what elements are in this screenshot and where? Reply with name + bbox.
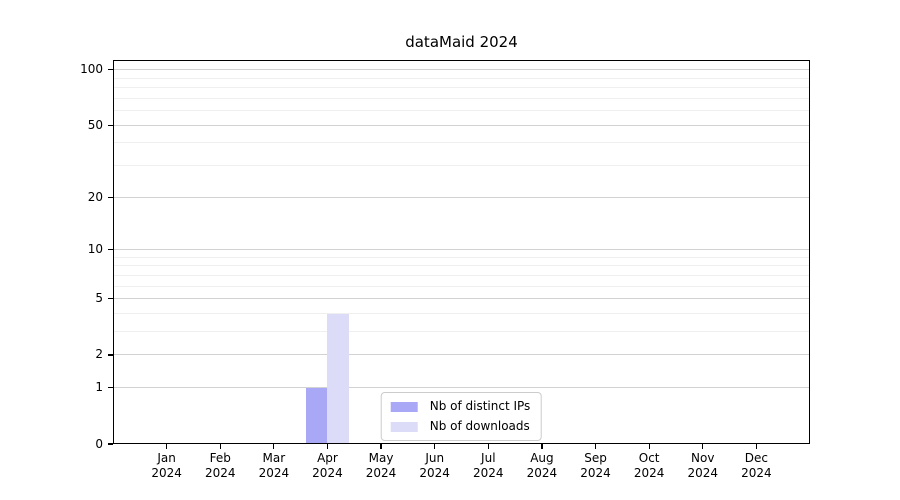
x-axis-tick-label: Mar 2024 <box>234 451 314 481</box>
y-axis-tick-label: 50 <box>87 117 103 132</box>
minor-gridline <box>113 165 810 167</box>
x-axis-tickmark <box>594 444 597 449</box>
x-axis-tick-label-line: Aug <box>530 451 554 465</box>
minor-gridline <box>113 313 810 314</box>
minor-gridline <box>113 285 810 287</box>
y-axis-tickmark <box>108 387 113 389</box>
minor-gridline <box>113 87 810 89</box>
y-axis-tick-label: 5 <box>95 291 103 306</box>
legend-swatch-distinct-ips <box>390 401 418 412</box>
x-axis-tick-label: Sep 2024 <box>556 451 636 481</box>
x-axis-tick-label-line: Apr <box>317 451 338 465</box>
x-axis-tickmark <box>755 444 757 449</box>
x-axis-tick-label-line: 2024 <box>419 466 450 480</box>
x-axis-tickmark <box>273 444 275 449</box>
x-axis-tickmark <box>166 444 168 449</box>
y-axis-tickmark <box>108 69 113 71</box>
x-axis-tick-label: Apr 2024 <box>287 451 367 481</box>
y-axis-tick-label: 0 <box>95 436 103 451</box>
minor-gridline <box>113 142 810 144</box>
y-axis-tickmark <box>108 124 113 126</box>
x-axis-tick-label-line: 2024 <box>687 466 719 480</box>
y-axis-tickmark <box>108 443 113 445</box>
x-axis-tick-label: Oct 2024 <box>609 451 689 481</box>
x-axis-tick-label-line: 2024 <box>312 466 343 480</box>
bar-distinct-ips <box>305 387 328 444</box>
x-axis-tick-label-line: 2024 <box>151 466 182 480</box>
bar-downloads <box>327 313 349 444</box>
major-gridline <box>113 196 810 198</box>
x-axis-tick-label: Aug 2024 <box>502 451 582 481</box>
legend-label-distinct-ips: Nb of distinct IPs <box>429 399 531 413</box>
major-gridline <box>113 298 810 300</box>
x-axis-tick-label: May 2024 <box>341 451 421 481</box>
legend-swatch-downloads <box>390 421 418 432</box>
major-gridline <box>113 124 810 126</box>
x-axis-tickmark <box>380 444 382 449</box>
x-axis-tick-label-line: Jun <box>425 451 445 465</box>
x-axis-tick-label-line: 2024 <box>580 466 611 480</box>
x-axis-tick-label: Jan 2024 <box>127 451 207 481</box>
x-axis-tick-label-line: Jan <box>157 451 176 465</box>
x-axis-tickmark <box>434 444 436 449</box>
x-axis-tick-label-line: 2024 <box>365 466 397 480</box>
x-axis-tick-label-line: Dec <box>744 451 768 465</box>
major-gridline <box>113 354 810 356</box>
x-axis-tick-label: Dec 2024 <box>716 451 796 481</box>
minor-gridline <box>113 265 810 267</box>
x-axis-tick-label-line: Oct <box>638 451 660 465</box>
x-axis-tick-label: Nov 2024 <box>663 451 743 481</box>
y-axis-tick-label: 10 <box>87 242 103 257</box>
y-axis-tickmark <box>108 298 113 300</box>
y-axis-tick-label: 1 <box>95 380 103 395</box>
x-axis-tick-label-line: Feb <box>209 451 231 465</box>
minor-gridline <box>113 256 810 258</box>
x-axis-tick-label-line: 2024 <box>741 466 772 480</box>
legend: Nb of distinct IPs Nb of downloads <box>380 392 542 441</box>
x-axis-tick-label-line: May <box>368 451 394 465</box>
x-axis-tick-label-line: Nov <box>691 451 715 465</box>
x-axis-tickmark <box>219 444 221 449</box>
x-axis-tickmark <box>326 444 329 449</box>
x-axis-tickmark <box>487 444 489 449</box>
y-axis-tickmark <box>108 354 113 356</box>
x-axis-tickmark <box>702 444 704 449</box>
x-axis-tick-label-line: Sep <box>584 451 607 465</box>
legend-label-downloads: Nb of downloads <box>429 419 530 433</box>
x-axis-tick-label-line: 2024 <box>633 466 665 480</box>
x-axis-tick-label: Feb 2024 <box>180 451 260 481</box>
chart-title: dataMaid 2024 <box>405 33 518 51</box>
minor-gridline <box>113 110 810 112</box>
x-axis-tick-label-line: 2024 <box>526 466 558 480</box>
x-axis-tick-label-line: Mar <box>262 451 286 465</box>
major-gridline <box>113 249 810 251</box>
major-gridline <box>113 69 810 71</box>
x-axis-tick-label-line: 2024 <box>258 466 290 480</box>
minor-gridline <box>113 274 810 276</box>
x-axis-tick-label-line: 2024 <box>473 466 504 480</box>
legend-item-downloads: Nb of downloads <box>390 419 531 434</box>
y-axis-tick-label: 20 <box>87 189 103 204</box>
minor-gridline <box>113 77 810 79</box>
x-axis-tickmark <box>541 444 543 449</box>
x-axis-tick-label-line: Jul <box>481 451 496 465</box>
y-axis-tickmark <box>108 196 113 198</box>
x-axis-tick-label-line: 2024 <box>204 466 236 480</box>
x-axis-tick-label: Jun 2024 <box>395 451 475 481</box>
major-gridline <box>113 387 810 389</box>
y-axis-tick-label: 2 <box>95 347 103 362</box>
legend-item-distinct-ips: Nb of distinct IPs <box>390 399 531 414</box>
y-axis-tickmark <box>108 248 113 251</box>
minor-gridline <box>113 331 810 333</box>
x-axis-tickmark <box>648 444 650 449</box>
minor-gridline <box>113 97 810 99</box>
y-axis-tick-label: 100 <box>80 62 103 77</box>
x-axis-tick-label: Jul 2024 <box>448 451 528 481</box>
